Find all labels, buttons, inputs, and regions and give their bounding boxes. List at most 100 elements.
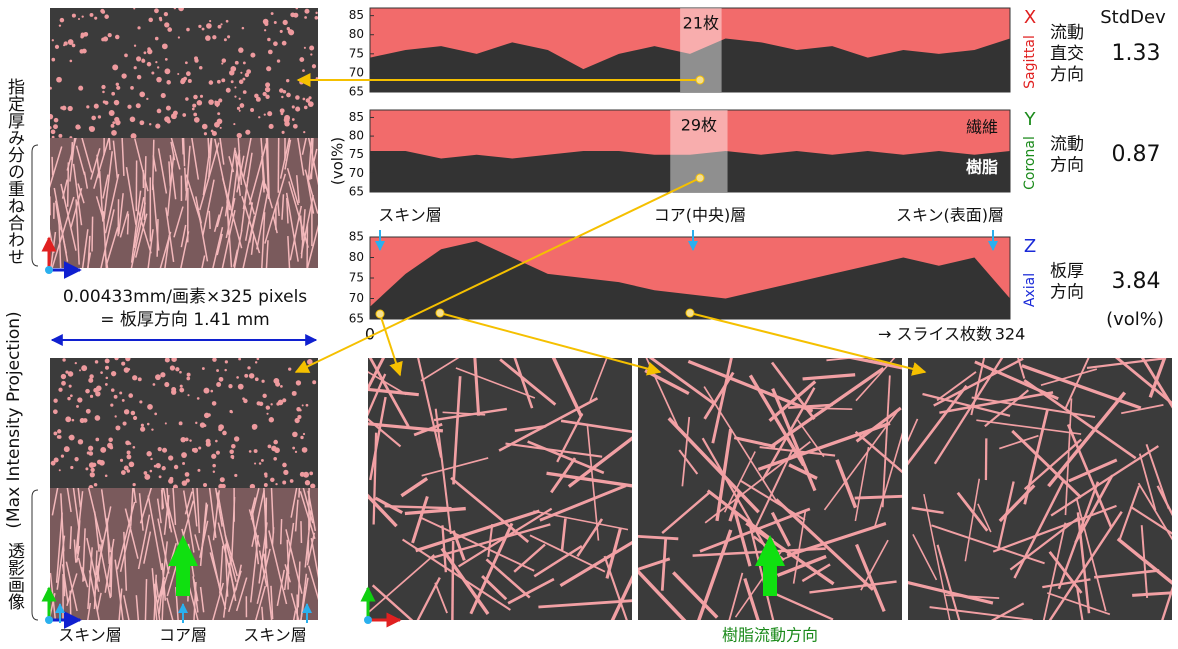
fiber-dot (90, 467, 95, 473)
x-tick-label: 324 (995, 325, 1026, 344)
fiber (90, 148, 101, 180)
fiber-dot (265, 82, 271, 88)
connector-dot (375, 309, 385, 319)
fiber-dot (67, 371, 74, 377)
fiber-dot (265, 405, 270, 410)
fiber (371, 584, 414, 620)
fiber-dot (74, 361, 77, 365)
fiber-dot (233, 123, 236, 126)
fiber-dot (286, 78, 290, 83)
fiber-dot (186, 372, 191, 377)
image-texture (908, 358, 1172, 620)
axis-letter: X (1024, 7, 1036, 28)
fiber-dot (58, 387, 63, 392)
fiber-dot (53, 409, 58, 415)
fiber (157, 518, 170, 574)
fiber (976, 419, 1082, 435)
fiber (81, 229, 89, 268)
fiber (559, 540, 632, 587)
fiber (1040, 368, 1098, 387)
fiber-dot (206, 23, 212, 29)
fiber-dot (247, 366, 251, 370)
fiber (196, 206, 203, 224)
direction-label: 直交 (1050, 44, 1084, 64)
fiber-dot (50, 129, 56, 135)
fiber-dot (291, 105, 295, 109)
fiber (539, 484, 627, 522)
fiber (1011, 429, 1083, 499)
fiber (638, 568, 687, 620)
fiber-dot (162, 447, 168, 453)
fiber-dot (258, 462, 262, 465)
fiber-dot (291, 118, 295, 121)
fiber (964, 478, 981, 562)
fiber (226, 199, 230, 235)
fiber (155, 579, 160, 598)
fiber (845, 358, 902, 370)
fiber (66, 488, 72, 513)
fiber-dot (122, 421, 127, 426)
fiber (451, 530, 466, 561)
fiber-dot (157, 447, 162, 452)
fiber (1013, 480, 1065, 579)
fiber (100, 209, 115, 268)
fiber-dot (214, 121, 220, 128)
fiber-dot (169, 365, 176, 371)
fiber-dot (65, 370, 69, 374)
fiber (284, 564, 291, 583)
fiber (300, 209, 306, 259)
connectors (294, 73, 927, 377)
fiber (1145, 444, 1170, 509)
fiber-dot (143, 471, 148, 475)
fiber (1148, 358, 1167, 398)
fiber (945, 594, 1000, 600)
y-tick-label: 85 (349, 110, 364, 124)
fiber-dot (133, 44, 137, 47)
fiber-dot (282, 398, 287, 403)
fiber (589, 358, 608, 402)
fiber (196, 488, 201, 534)
fiber (307, 138, 318, 186)
fiber-dot (233, 436, 240, 442)
flow-label: 樹脂流動方向 (722, 626, 818, 645)
fiber (77, 488, 82, 508)
fiber-dot (227, 35, 231, 39)
fiber (235, 577, 248, 612)
fiber-dot (79, 417, 85, 424)
fiber (854, 494, 902, 500)
fiber (302, 488, 314, 524)
fiber-dot (295, 95, 300, 100)
fiber-dot (262, 91, 267, 97)
fiber-dot (54, 44, 60, 49)
fiber (546, 471, 632, 488)
fiber (119, 211, 129, 238)
fiber (104, 173, 120, 234)
fiber (801, 563, 831, 583)
fiber-dot (91, 115, 96, 121)
fiber-dot (65, 416, 72, 423)
fiber (1023, 438, 1082, 490)
fiber-dot (94, 16, 98, 20)
fiber (100, 489, 112, 553)
fiber-dot (71, 418, 75, 422)
fiber-dot (208, 99, 214, 105)
fiber (529, 534, 606, 573)
fiber (164, 234, 171, 268)
fiber-dot (148, 123, 152, 126)
fiber (248, 143, 268, 205)
fiber (560, 419, 632, 434)
fiber (507, 577, 555, 605)
fiber (54, 200, 61, 231)
fiber (95, 506, 112, 576)
fiber-dot (164, 68, 171, 75)
fiber (118, 588, 123, 620)
fiber-dot (283, 21, 287, 25)
fiber-dot (158, 16, 163, 20)
fiber (185, 174, 202, 223)
fiber-dot (292, 123, 298, 129)
fiber (743, 577, 760, 620)
fiber-dot (303, 46, 306, 49)
fiber-dot (135, 103, 141, 109)
fiber-dot (250, 108, 255, 112)
fiber-dot (292, 446, 296, 450)
